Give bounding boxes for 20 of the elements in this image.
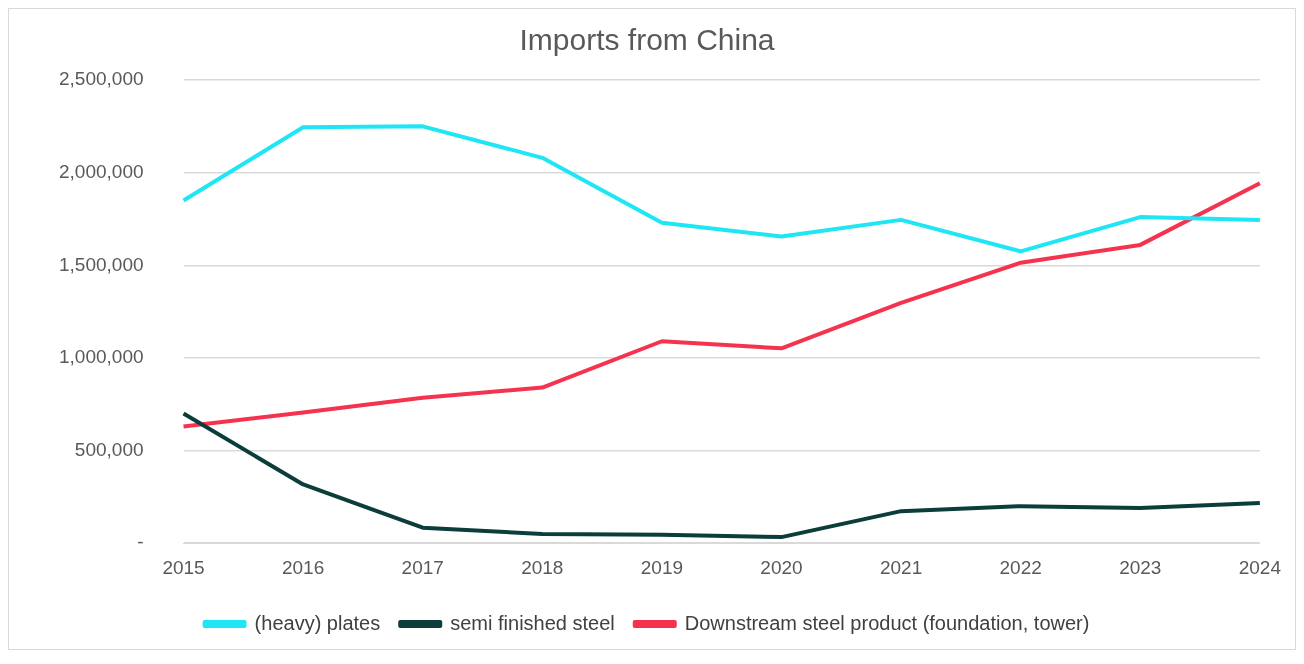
x-tick-label: 2024 [1238, 556, 1282, 578]
y-tick-label: 1,500,000 [58, 253, 144, 275]
legend-label: Downstream steel product (foundation, tower) [684, 611, 1090, 634]
legend-label: semi finished steel [450, 611, 615, 634]
x-tick-label: 2019 [640, 556, 684, 578]
legend-label: (heavy) plates [254, 611, 381, 634]
y-tick-label: 500,000 [74, 438, 144, 460]
y-tick-label: 1,000,000 [58, 346, 144, 368]
x-tick-label: 2020 [760, 556, 803, 578]
x-tick-label: 2017 [401, 556, 444, 578]
x-tick-label: 2022 [999, 556, 1042, 578]
x-tick-label: 2021 [879, 556, 923, 578]
x-tick-label: 2018 [521, 556, 564, 578]
y-tick-label: - [137, 531, 144, 553]
y-tick-label: 2,500,000 [58, 68, 144, 90]
x-tick-label: 2015 [162, 556, 205, 578]
chart-title: Imports from China [519, 23, 775, 57]
x-tick-label: 2016 [281, 556, 325, 578]
y-tick-label: 2,000,000 [58, 160, 144, 182]
x-tick-label: 2023 [1119, 556, 1162, 578]
